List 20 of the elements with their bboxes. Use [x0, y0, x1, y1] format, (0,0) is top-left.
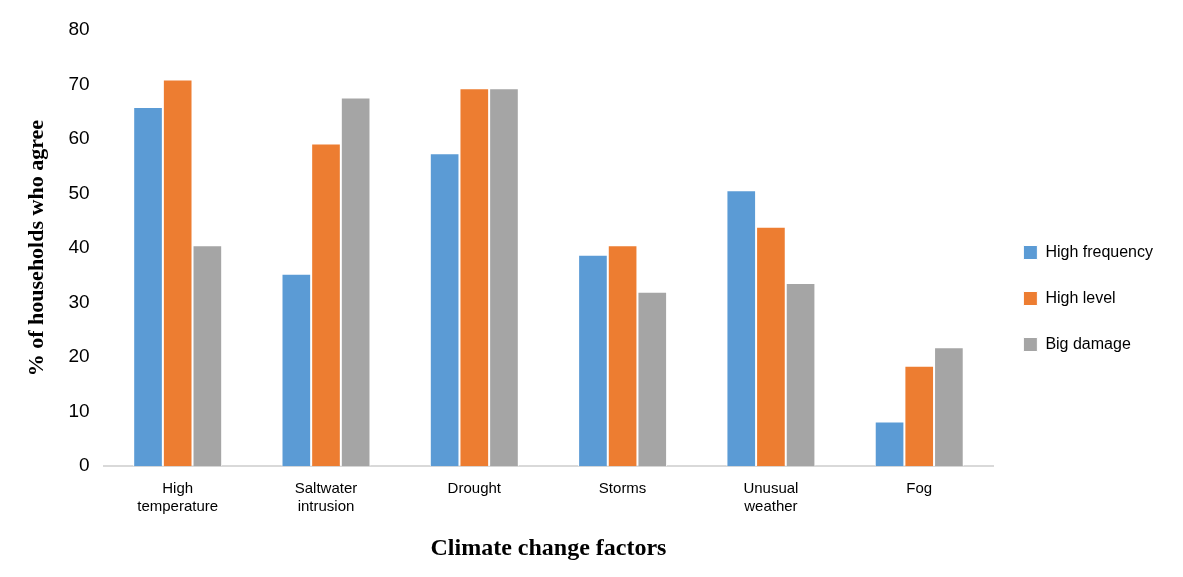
- legend-label: Big damage: [1045, 334, 1131, 352]
- legend-label: High level: [1045, 288, 1116, 306]
- y-tick-label: 10: [68, 399, 90, 421]
- y-tick-label: 0: [78, 454, 90, 476]
- x-tick-label: Saltwater intrusion: [294, 479, 358, 515]
- legend-label: High frequency: [1045, 242, 1154, 260]
- y-tick-label: 20: [68, 345, 90, 367]
- y-axis-title: % of households who agree: [22, 119, 48, 377]
- y-tick-label: 50: [68, 181, 90, 203]
- x-tick-label: Unusual weather: [743, 479, 799, 515]
- x-tick-label: Storms: [598, 479, 647, 497]
- y-tick-label: 40: [68, 236, 90, 258]
- x-tick-label: Fog: [906, 479, 933, 497]
- x-axis-title: Climate change factors: [430, 533, 667, 560]
- x-tick-label: Drought: [447, 479, 502, 497]
- y-tick-label: 80: [68, 18, 90, 40]
- x-tick-label: High temperature: [137, 479, 219, 515]
- y-tick-label: 70: [68, 72, 90, 94]
- y-tick-label: 30: [68, 290, 90, 312]
- y-tick-label: 60: [68, 127, 90, 149]
